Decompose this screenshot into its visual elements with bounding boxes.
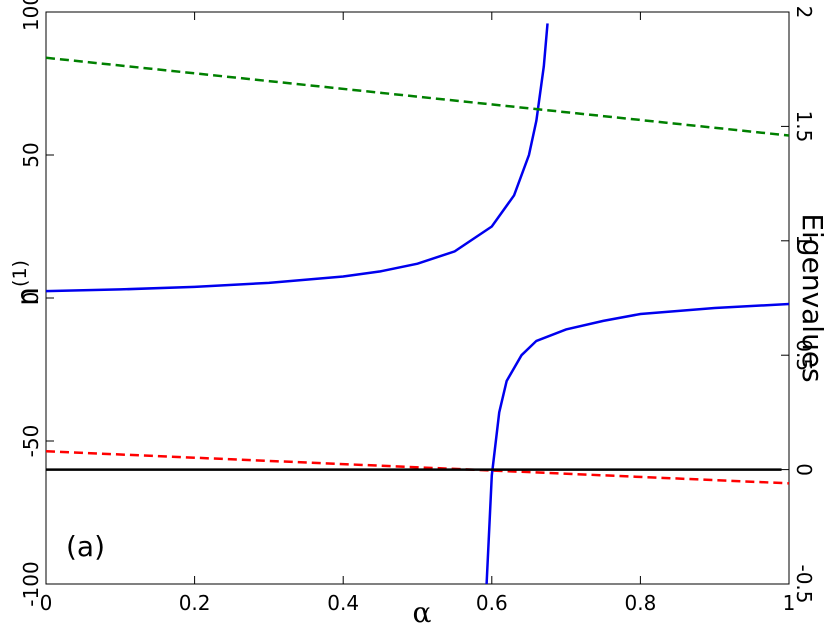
x-tick-label: 0.6 [476, 591, 508, 615]
x-tick-label: 0.2 [179, 591, 211, 615]
x-tick-label: 0.4 [327, 591, 359, 615]
y-axis-label: n(1) [9, 260, 46, 306]
y-tick-label: 100 [19, 0, 43, 31]
y-axis-label-sup: (1) [9, 260, 31, 287]
annotation: (a) [66, 530, 105, 563]
y-tick-label: 0 [19, 292, 43, 305]
y-tick-label: -50 [19, 425, 43, 458]
x-axis-label: α [413, 596, 432, 627]
plot-area [46, 23, 789, 584]
y-tick-label: -100 [19, 561, 43, 606]
y2-tick-label: 1 [792, 234, 816, 247]
x-tick-label: 1 [783, 591, 796, 615]
line-series [485, 302, 789, 584]
y-axis-label-base: n [11, 287, 46, 306]
line-series [46, 23, 549, 293]
y-tick-label: 50 [19, 142, 43, 167]
y2-tick-label: 2 [792, 6, 816, 19]
y2-tick-label: 0.5 [792, 339, 816, 371]
x-tick-label: 0.8 [624, 591, 656, 615]
y2-tick-label: -0.5 [792, 564, 816, 603]
y2-tick-label: 1.5 [792, 110, 816, 142]
plot-frame [45, 11, 790, 585]
x-tick-label: 0 [40, 591, 53, 615]
line-series [46, 56, 789, 137]
y2-tick-label: 0 [792, 463, 816, 476]
y2-axis-label: Eigenvalues [796, 213, 829, 382]
line-series [46, 450, 789, 485]
